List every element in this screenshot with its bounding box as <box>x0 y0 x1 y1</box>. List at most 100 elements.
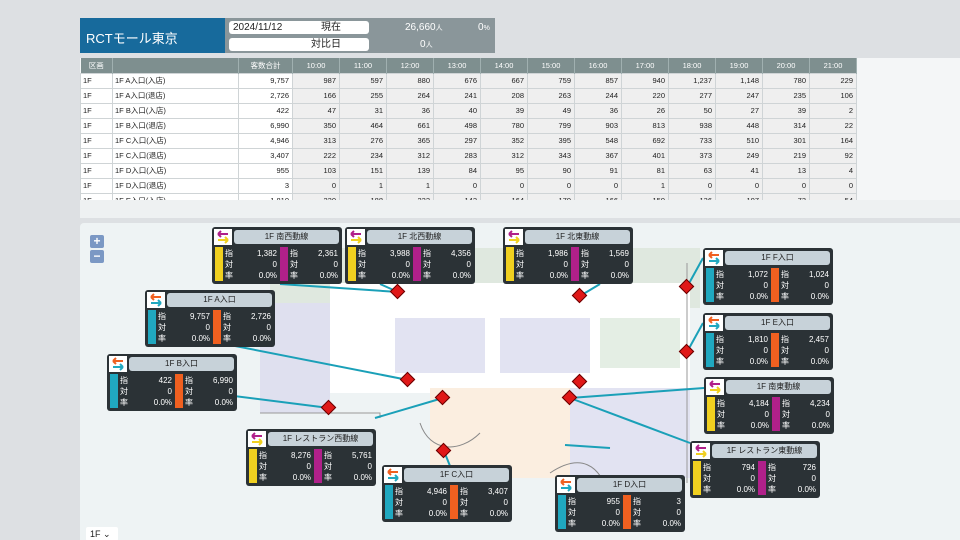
unit-person: 人 <box>435 25 443 32</box>
metric-label: 対 <box>120 387 128 396</box>
sensor-card[interactable]: 1F B入口 指 422 指 6,990 対 0 対 0 率 0.0% 率 0.0% <box>107 354 237 411</box>
floor-map[interactable]: + − 1F ⌄ 1F 南西動線 指 1,382 指 2,361 対 0 対 0 率… <box>80 223 960 540</box>
column-header[interactable]: 11:00 <box>339 58 387 73</box>
out-color-bar <box>571 247 579 281</box>
column-header[interactable]: 17:00 <box>621 58 669 73</box>
in-value: 422 <box>158 376 172 385</box>
sensor-card[interactable]: 1F 南東動線 指 4,184 指 4,234 対 0 対 0 率 0.0% 率 0… <box>704 377 834 434</box>
sensor-card[interactable]: 1F レストラン東動線 指 794 指 726 対 0 対 0 率 0.0% 率 0… <box>690 441 820 498</box>
out-value: 0 <box>466 260 471 269</box>
metric-label: 対 <box>633 508 641 517</box>
table-row[interactable]: 1F 1F B入口(退店) 6,990 350 464 661 498 780 799 903 81… <box>80 117 857 134</box>
column-header[interactable] <box>112 58 239 73</box>
metric-label: 対 <box>158 323 166 332</box>
traffic-table-container[interactable]: 区画 客数合計 10:00 11:00 12:00 13:00 14:00 15:00 16:0… <box>80 58 960 200</box>
in-value: 8,276 <box>290 451 311 460</box>
table-row[interactable]: 1F 1F C入口(入店) 4,946 313 276 365 297 352 395 548 69… <box>80 132 857 149</box>
direction-arrows-icon <box>557 477 575 493</box>
zoom-out-button[interactable]: − <box>90 250 104 263</box>
metric-label: 対 <box>225 260 233 269</box>
in-value: 955 <box>606 497 620 506</box>
sensor-card[interactable]: 1F D入口 指 955 指 3 対 0 対 0 率 0.0% 率 0.0% <box>555 475 685 532</box>
column-header[interactable]: 10:00 <box>292 58 340 73</box>
metric-label: 指 <box>568 497 576 506</box>
cell-hour: 799 <box>527 117 575 134</box>
column-header[interactable]: 20:00 <box>762 58 810 73</box>
sensor-card[interactable]: 1F 北東動線 指 1,986 指 1,569 対 0 対 0 率 0.0% 率 0… <box>503 227 633 284</box>
out-value: 0 <box>624 260 629 269</box>
direction-arrows-icon <box>705 250 723 266</box>
column-header[interactable]: 区画 <box>80 58 113 73</box>
sensor-card[interactable]: 1F A入口 指 9,757 指 2,726 対 0 対 0 率 0.0% 率 0.… <box>145 290 275 347</box>
cell-hour: 264 <box>386 87 434 104</box>
out-value: 0.0% <box>319 271 338 280</box>
column-header[interactable]: 21:00 <box>809 58 857 73</box>
in-value: 0 <box>405 260 410 269</box>
cell-hour: 31 <box>339 102 387 119</box>
cell-hour: 0 <box>527 177 575 194</box>
unit-pct: % <box>483 25 490 32</box>
column-header[interactable]: 15:00 <box>527 58 575 73</box>
table-row[interactable]: 1F 1F B入口(入店) 422 47 31 36 40 39 49 36 26 50 27 39 2 <box>80 102 857 119</box>
sensor-card[interactable]: 1F F入口 指 1,072 指 1,024 対 0 対 0 率 0.0% 率 0.… <box>703 248 833 305</box>
table-row[interactable]: 1F 1F D入口(入店) 955 103 151 139 84 95 90 91 81 63 41 13… <box>80 162 857 179</box>
column-header[interactable]: 客数合計 <box>238 58 293 73</box>
metric-label: 指 <box>290 249 298 258</box>
metric-label: 対 <box>423 260 431 269</box>
cell-hour: 0 <box>715 177 763 194</box>
metric-label: 指 <box>716 270 724 279</box>
cell-total: 3 <box>238 177 293 194</box>
cell-hour: 166 <box>574 192 622 200</box>
compare-label: 対比日 <box>311 39 341 50</box>
cell-hour: 0 <box>574 177 622 194</box>
column-header[interactable]: 14:00 <box>480 58 528 73</box>
table-row[interactable]: 1F 1F A入口(入店) 9,757 987 597 880 676 667 759 857 94… <box>80 72 857 89</box>
sensor-card[interactable]: 1F 南西動線 指 1,382 指 2,361 対 0 対 0 率 0.0% 率 0… <box>212 227 342 284</box>
cell-area: 1F <box>80 72 113 89</box>
out-value: 0 <box>825 410 830 419</box>
metric-label: 指 <box>703 463 711 472</box>
cell-hour: 47 <box>292 102 340 119</box>
metric-label: 指 <box>717 399 725 408</box>
cell-area: 1F <box>80 147 113 164</box>
column-header[interactable]: 18:00 <box>668 58 716 73</box>
table-row[interactable]: 1F 1F A入口(退店) 2,726 166 255 264 241 208 263 244 22… <box>80 87 857 104</box>
out-value: 2,726 <box>250 312 271 321</box>
column-header[interactable]: 12:00 <box>386 58 434 73</box>
metric-label: 率 <box>568 519 576 528</box>
table-row[interactable]: 1F 1F D入口(退店) 3 0 1 1 0 0 0 0 1 0 0 0 0 <box>80 177 857 194</box>
column-header[interactable]: 19:00 <box>715 58 763 73</box>
cell-hour: 343 <box>527 147 575 164</box>
chevron-down-icon: ⌄ <box>103 529 111 539</box>
cell-hour: 0 <box>809 177 857 194</box>
metric-label: 率 <box>781 357 789 366</box>
sensor-card[interactable]: 1F レストラン西動線 指 8,276 指 5,761 対 0 対 0 率 0.0%… <box>246 429 376 486</box>
date-field[interactable]: 2024/11/12 現在 <box>229 21 369 34</box>
cell-hour: 164 <box>809 132 857 149</box>
metric-label: 指 <box>782 399 790 408</box>
column-header[interactable]: 16:00 <box>574 58 622 73</box>
table-row[interactable]: 1F 1F C入口(退店) 3,407 222 234 312 283 312 343 367 40… <box>80 147 857 164</box>
table-scroll-area[interactable] <box>80 200 960 218</box>
metric-label: 指 <box>225 249 233 258</box>
cell-hour: 222 <box>292 147 340 164</box>
traffic-table: 区画 客数合計 10:00 11:00 12:00 13:00 14:00 15:00 16:0… <box>80 58 857 200</box>
zoom-in-button[interactable]: + <box>90 235 104 248</box>
metric-label: 指 <box>395 487 403 496</box>
metric-label: 指 <box>120 376 128 385</box>
metric-label: 率 <box>633 519 641 528</box>
metric-label: 指 <box>716 335 724 344</box>
in-color-bar <box>693 461 701 495</box>
column-header[interactable]: 13:00 <box>433 58 481 73</box>
sensor-card[interactable]: 1F E入口 指 1,810 指 2,457 対 0 対 0 率 0.0% 率 0.… <box>703 313 833 370</box>
floor-select[interactable]: 1F ⌄ <box>86 527 118 540</box>
metric-label: 対 <box>516 260 524 269</box>
out-color-bar <box>771 333 779 367</box>
sensor-card[interactable]: 1F C入口 指 4,946 指 3,407 対 0 対 0 率 0.0% 率 0.… <box>382 465 512 522</box>
compare-date-field[interactable]: 対比日 <box>229 38 369 51</box>
sensor-card[interactable]: 1F 北西動線 指 3,988 指 4,356 対 0 対 0 率 0.0% 率 0… <box>345 227 475 284</box>
cell-hour: 166 <box>292 87 340 104</box>
metric-label: 対 <box>290 260 298 269</box>
metric-label: 対 <box>782 410 790 419</box>
